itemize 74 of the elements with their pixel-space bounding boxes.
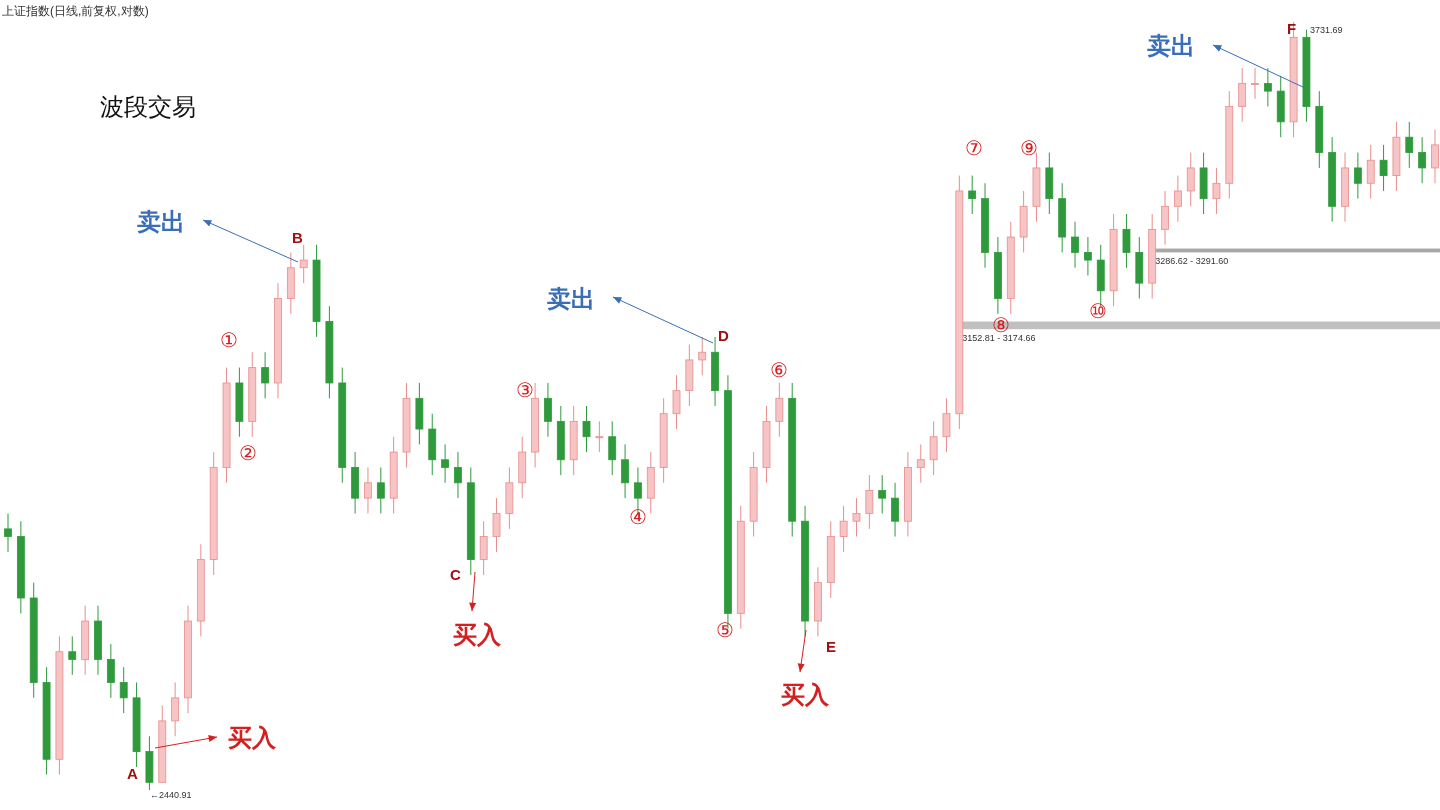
candlestick (621, 443, 629, 499)
candlestick (839, 505, 848, 553)
annotation: ⑦ (965, 137, 983, 159)
annotation: E (826, 638, 837, 655)
candlestick (492, 497, 501, 553)
band-label: 3286.62 - 3291.60 (1155, 256, 1229, 267)
annotation: 买入 (228, 724, 277, 751)
annotation: ⑨ (1020, 137, 1038, 159)
candlestick (1405, 121, 1414, 169)
candlestick (775, 382, 784, 438)
annotation: F (1287, 20, 1297, 37)
annotation: 3731.69 (1310, 25, 1343, 35)
candlestick (1238, 67, 1247, 123)
candlestick (916, 443, 925, 484)
annotation: C (450, 566, 461, 583)
candlestick (852, 497, 861, 538)
annotation: A (127, 765, 138, 782)
annotation: ⑥ (770, 359, 788, 381)
candlestick (698, 336, 707, 376)
annotation: 卖出 (1147, 32, 1195, 59)
chart-title: 上证指数(日线,前复权,对数) (2, 4, 149, 18)
candlestick (171, 681, 180, 737)
candlestick (968, 175, 977, 215)
candlestick (1122, 213, 1131, 269)
candlestick (4, 513, 12, 553)
candlestick (454, 451, 462, 499)
annotation: 卖出 (547, 285, 595, 312)
annotation: 波段交易 (100, 93, 196, 120)
candlestick (106, 643, 115, 699)
band-label: 3152.81 - 3174.66 (962, 333, 1036, 344)
candlestick (595, 420, 604, 453)
candlestick (1418, 136, 1427, 184)
candlestick (1161, 190, 1169, 246)
candlestick (261, 351, 270, 399)
annotation: 买入 (781, 681, 830, 708)
candlestick (68, 635, 77, 676)
candlestick (1212, 167, 1221, 215)
candlestick (891, 482, 899, 538)
annotation: D (718, 327, 729, 344)
candlestick (1251, 67, 1259, 100)
annotation: ① (220, 329, 238, 351)
annotation: ② (239, 442, 257, 464)
candlestick (878, 474, 887, 515)
candlestick (1186, 152, 1195, 207)
annotation: ⑩ (1089, 300, 1107, 322)
annotation: ③ (516, 379, 534, 401)
candlestick (119, 666, 128, 714)
annotation: 买入 (453, 621, 502, 648)
candlestick (479, 520, 488, 576)
candlestick (376, 466, 385, 515)
candlestick (1071, 221, 1079, 269)
candlestick (1083, 236, 1092, 276)
annotation: B (292, 229, 303, 246)
annotation: ←2440.91 (150, 790, 192, 800)
candlestick (441, 443, 449, 484)
candlestick (582, 405, 591, 453)
candlestick (1431, 129, 1439, 184)
annotation: ⑧ (992, 314, 1010, 336)
candlestick (1263, 67, 1272, 107)
candlestick (1379, 144, 1388, 192)
candlestick (672, 374, 681, 430)
annotation: ⑤ (716, 619, 734, 641)
candlestick (942, 397, 951, 453)
candlestick (299, 244, 308, 284)
candlestick (544, 382, 552, 438)
candlestick (1173, 175, 1182, 223)
candlestick (1353, 152, 1362, 200)
candlestick (608, 420, 617, 476)
candlestick (1366, 144, 1375, 200)
annotation: 卖出 (137, 208, 185, 235)
candlestick (929, 420, 938, 476)
annotation: ④ (629, 506, 647, 528)
candlestick (364, 466, 372, 515)
candlestick (865, 474, 874, 530)
